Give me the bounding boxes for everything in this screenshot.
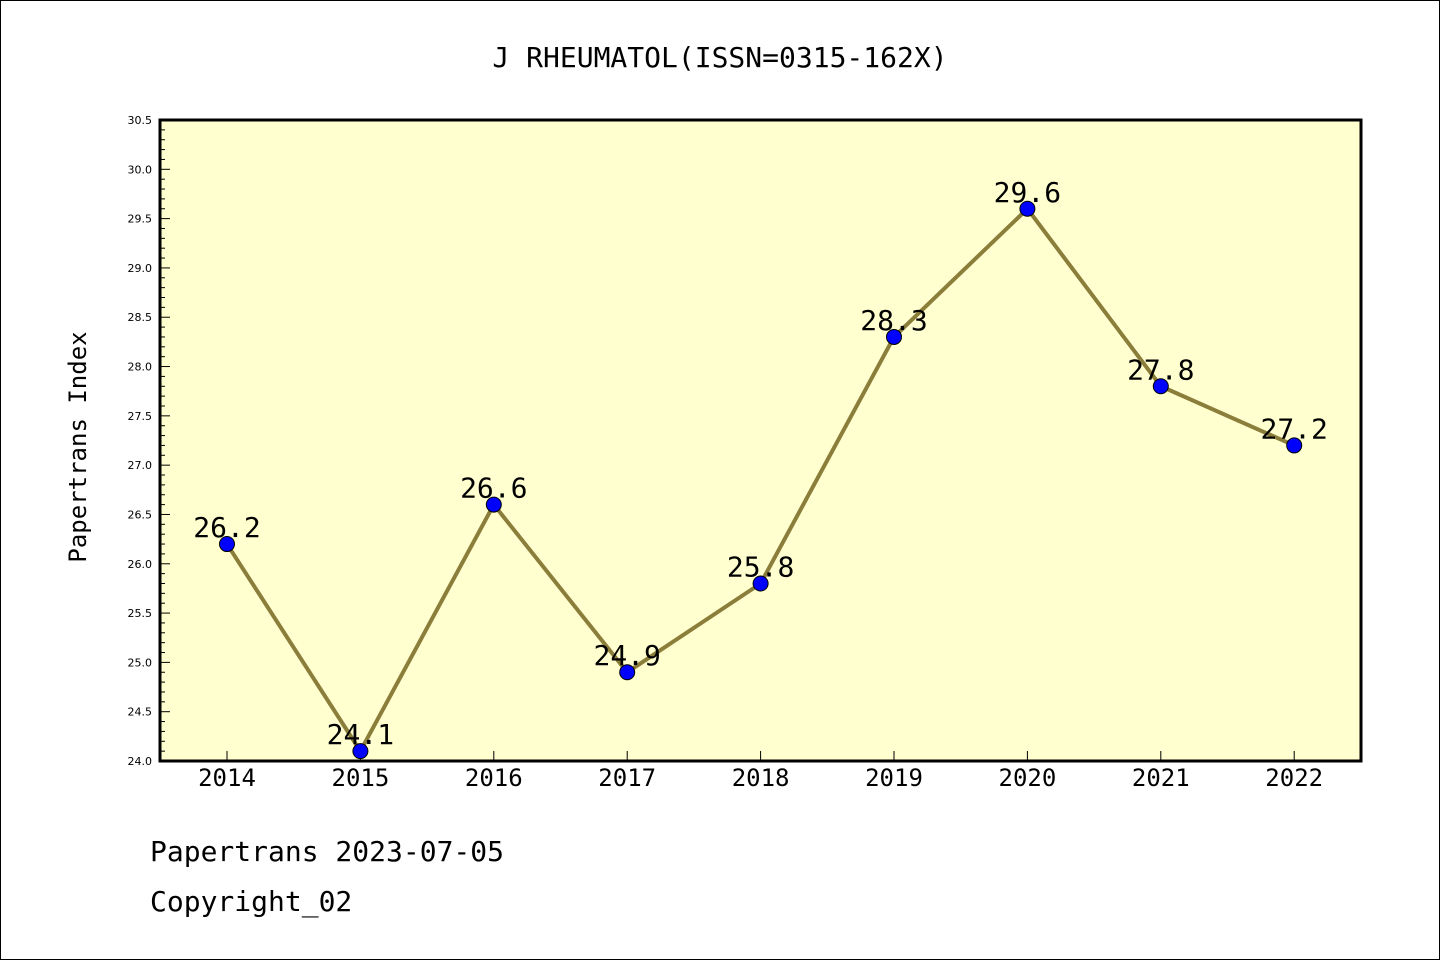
footer-line-2: Copyright_02	[150, 885, 353, 918]
y-axis-label: Papertrans Index	[64, 331, 92, 562]
x-tick-label: 2014	[198, 764, 256, 792]
data-point	[886, 328, 902, 345]
y-tick-label: 30.5	[128, 114, 153, 127]
data-label: 24.9	[593, 639, 660, 672]
plot-area	[160, 120, 1361, 761]
x-tick-label: 2015	[332, 764, 390, 792]
x-tick-label: 2022	[1265, 764, 1323, 792]
y-tick-label: 25.0	[128, 656, 153, 669]
y-tick-label: 27.0	[128, 459, 153, 472]
data-label: 24.1	[327, 718, 394, 751]
series-layer: 26.2 24.1 26.6 24.9 25.8 28.3 29.6 27.8 27.2	[193, 176, 1328, 760]
data-point	[1152, 378, 1169, 395]
chart-title: J RHEUMATOL(ISSN=0315-162X)	[492, 41, 947, 74]
data-point	[219, 536, 235, 553]
plot-border	[158, 118, 1363, 763]
y-tick-label: 28.5	[128, 311, 153, 324]
x-tick-label: 2021	[1132, 764, 1190, 792]
data-label: 27.8	[1127, 353, 1194, 386]
x-tick-label: 2019	[865, 764, 923, 792]
y-tick-label: 26.5	[128, 508, 153, 521]
y-tick-label: 29.0	[128, 262, 153, 275]
x-tick-label: 2017	[598, 764, 656, 792]
y-axis: 24.0 24.5 25.0 25.5 26.0 26.5 27.0 27.5 28.0 28.5…	[128, 114, 170, 768]
x-tick-label: 2018	[732, 764, 790, 792]
y-tick-label: 30.0	[128, 163, 153, 176]
footer-line-1: Papertrans 2023-07-05	[150, 835, 505, 868]
y-tick-label: 29.5	[128, 213, 153, 226]
data-point	[619, 664, 636, 681]
data-label: 26.2	[193, 511, 260, 544]
y-tick-label: 25.5	[128, 607, 153, 620]
data-point	[352, 743, 369, 760]
data-point	[752, 575, 769, 592]
data-label: 29.6	[994, 176, 1061, 209]
x-tick-label: 2016	[465, 764, 523, 792]
y-tick-label: 24.0	[128, 755, 153, 768]
data-label: 28.3	[860, 304, 927, 337]
y-tick-label: 24.5	[128, 706, 153, 719]
data-label: 25.8	[727, 550, 794, 583]
x-tick-label: 2020	[999, 764, 1057, 792]
y-tick-label: 26.0	[128, 558, 153, 571]
data-point	[1286, 437, 1303, 454]
data-label: 26.6	[460, 472, 527, 505]
data-point	[485, 496, 502, 513]
y-tick-label: 27.5	[128, 410, 153, 423]
data-label: 27.2	[1260, 412, 1327, 445]
data-point	[1019, 200, 1036, 217]
x-axis: 2014 2015 2016 2017 2018 2019 2020 2021 2022	[198, 751, 1323, 792]
y-tick-label: 28.0	[128, 361, 153, 374]
